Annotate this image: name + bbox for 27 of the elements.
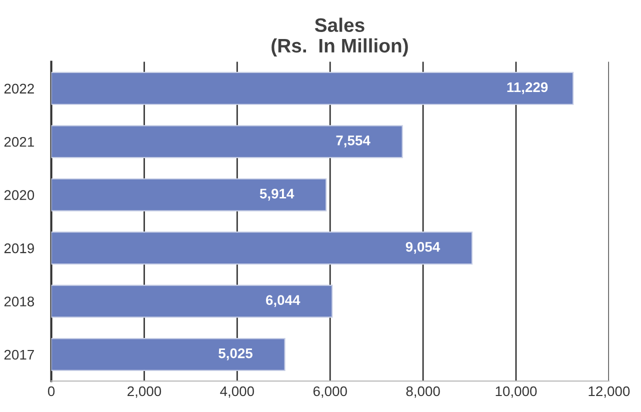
bar [51, 338, 286, 372]
y-tick-label: 2021 [4, 136, 34, 147]
data-label: 5,025 [218, 348, 253, 360]
y-tick-label: 2022 [4, 84, 34, 94]
data-label: 9,054 [406, 242, 440, 254]
data-label: 11,229 [507, 82, 548, 94]
x-tick-label: 8,000 [406, 386, 440, 398]
y-tick-label: 2020 [4, 190, 34, 200]
data-label: 6,044 [266, 295, 300, 308]
bar [51, 125, 403, 158]
chart-subtitle: (Rs. In Million) [272, 38, 408, 56]
x-tick-label: 6,000 [313, 386, 347, 398]
x-tick-label: 2,000 [128, 386, 162, 398]
chart-title: Sales [314, 18, 364, 32]
x-tick-label: 4,000 [220, 386, 254, 398]
x-tick-label: 12,000 [588, 386, 630, 398]
y-tick-label: 2019 [4, 243, 34, 254]
x-tick-label: 0 [48, 386, 55, 396]
bar [51, 178, 327, 212]
y-tick-label: 2017 [4, 350, 34, 360]
data-label: 7,554 [336, 136, 370, 148]
x-tick-label: 10,000 [496, 386, 537, 398]
data-label: 5,914 [260, 188, 294, 201]
y-tick-label: 2018 [4, 296, 34, 306]
bar [51, 72, 574, 105]
bar [51, 232, 473, 265]
bar [51, 284, 333, 318]
